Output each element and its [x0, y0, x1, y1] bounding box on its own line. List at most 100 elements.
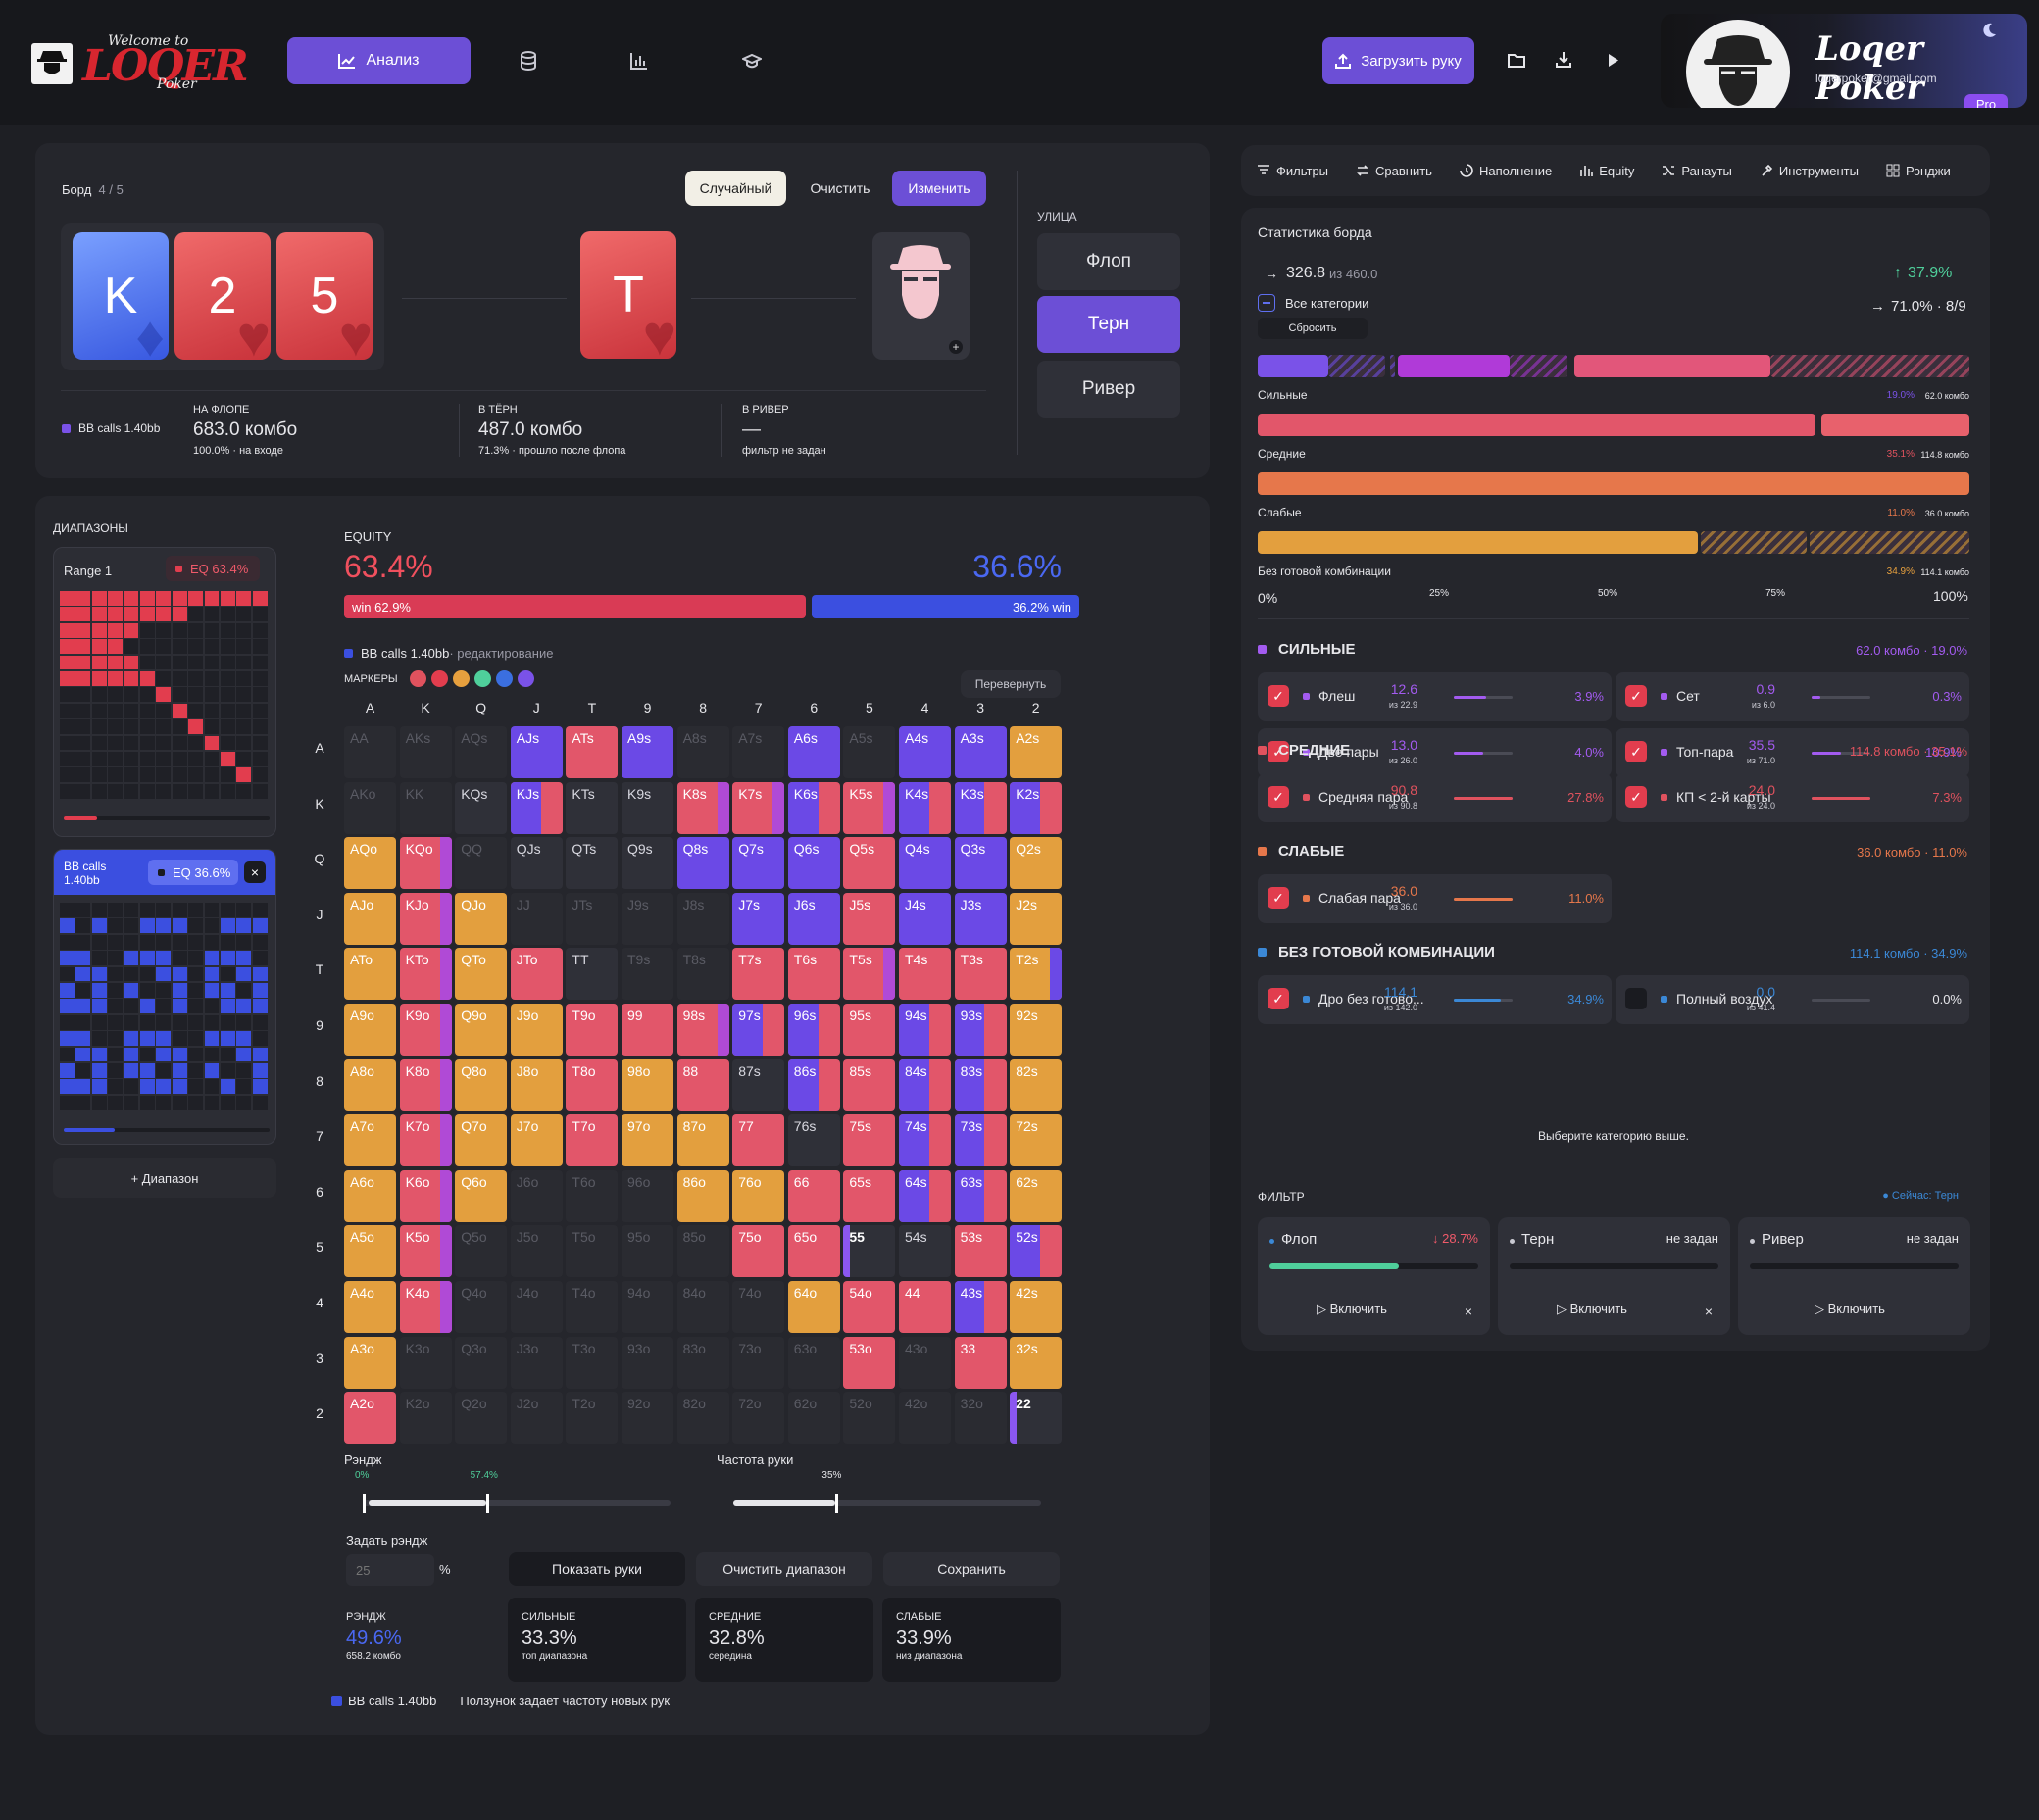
- stat-bar-segment[interactable]: [1258, 355, 1328, 377]
- hand-cell[interactable]: T7s: [732, 948, 785, 1001]
- hand-cell[interactable]: QJo: [455, 892, 508, 945]
- clear-board-button[interactable]: Очистить: [810, 180, 870, 196]
- stat-bar-segment[interactable]: [1390, 355, 1395, 377]
- hand-cell[interactable]: 84s: [899, 1058, 951, 1111]
- hand-cell[interactable]: T7o: [566, 1114, 619, 1167]
- hand-cell[interactable]: K9s: [622, 781, 673, 834]
- hand-cell[interactable]: K4s: [899, 781, 951, 834]
- checkbox-checked-icon[interactable]: ✓: [1268, 988, 1289, 1009]
- hand-cell[interactable]: 98o: [622, 1058, 673, 1111]
- hand-cell[interactable]: KJo: [399, 892, 452, 945]
- hand-cell[interactable]: 92o: [622, 1392, 673, 1445]
- hand-cell[interactable]: A8o: [344, 1058, 396, 1111]
- filter-enable-button[interactable]: ▷ Включить: [1317, 1302, 1387, 1316]
- hand-cell[interactable]: AA: [344, 726, 396, 778]
- hand-cell[interactable]: JJ: [510, 892, 563, 945]
- right-tab-filter[interactable]: Фильтры: [1257, 145, 1328, 196]
- river-slot[interactable]: +: [872, 232, 970, 360]
- nav-tab-analysis[interactable]: Анализ: [287, 37, 471, 84]
- category-header[interactable]: СЛАБЫЕ: [1258, 843, 1344, 860]
- hand-cell[interactable]: 93s: [954, 1004, 1007, 1056]
- hand-cell[interactable]: K2s: [1010, 781, 1063, 834]
- hand-cell[interactable]: Q9s: [622, 837, 673, 890]
- board-card-2[interactable]: 2 ♥: [174, 232, 271, 360]
- hand-cell[interactable]: 52s: [1010, 1225, 1063, 1278]
- hand-cell[interactable]: J3s: [954, 892, 1007, 945]
- hand-cell[interactable]: T9o: [566, 1004, 619, 1056]
- hand-cell[interactable]: 63o: [787, 1336, 840, 1389]
- hand-cell[interactable]: 77: [732, 1114, 785, 1167]
- hand-cell[interactable]: ATo: [344, 948, 396, 1001]
- hand-cell[interactable]: 32o: [954, 1392, 1007, 1445]
- hand-cell[interactable]: QTo: [455, 948, 508, 1001]
- checkbox-checked-icon[interactable]: ✓: [1268, 741, 1289, 762]
- hand-cell[interactable]: 74o: [732, 1281, 785, 1333]
- category-item[interactable]: ✓ Средняя пара 90.8 из 90.8 27.8%: [1258, 773, 1612, 822]
- hand-cell[interactable]: 62s: [1010, 1169, 1063, 1222]
- hand-cell[interactable]: Q6o: [455, 1169, 508, 1222]
- hand-cell[interactable]: A6o: [344, 1169, 396, 1222]
- close-range-icon[interactable]: ×: [244, 861, 266, 883]
- hand-cell[interactable]: 93o: [622, 1336, 673, 1389]
- hand-cell[interactable]: 33: [954, 1336, 1007, 1389]
- category-item[interactable]: ✓ Топ-пара 35.5 из 71.0 10.9%: [1616, 728, 1969, 777]
- play-icon[interactable]: [1608, 53, 1619, 68]
- hand-cell[interactable]: 62o: [787, 1392, 840, 1445]
- folder-icon[interactable]: [1508, 53, 1525, 68]
- hand-cell[interactable]: 85s: [843, 1058, 896, 1111]
- hand-cell[interactable]: T2s: [1010, 948, 1063, 1001]
- hand-cell[interactable]: 72s: [1010, 1114, 1063, 1167]
- right-tab-tools[interactable]: Инструменты: [1760, 145, 1859, 196]
- hand-cell[interactable]: QJs: [510, 837, 563, 890]
- street-turn-button[interactable]: Терн: [1037, 296, 1180, 353]
- hand-cell[interactable]: 73s: [954, 1114, 1007, 1167]
- hand-cell[interactable]: J2o: [510, 1392, 563, 1445]
- checkbox-checked-icon[interactable]: ✓: [1625, 685, 1647, 707]
- hand-cell[interactable]: J8s: [676, 892, 729, 945]
- hand-cell[interactable]: A9s: [622, 726, 673, 778]
- freq-slider[interactable]: [733, 1494, 1041, 1513]
- hand-cell[interactable]: Q8o: [455, 1058, 508, 1111]
- hand-cell[interactable]: Q7s: [732, 837, 785, 890]
- hand-cell[interactable]: 74s: [899, 1114, 951, 1167]
- slider-handle[interactable]: [835, 1494, 839, 1513]
- right-tab-shuffle[interactable]: Ранауты: [1662, 145, 1732, 196]
- stat-bar-segment[interactable]: [1258, 414, 1815, 436]
- slider-handle-end[interactable]: [485, 1494, 489, 1513]
- hand-cell[interactable]: J7o: [510, 1114, 563, 1167]
- right-tab-equity-bars[interactable]: Equity: [1579, 145, 1634, 196]
- hand-cell[interactable]: Q3o: [455, 1336, 508, 1389]
- hand-cell[interactable]: 44: [899, 1281, 951, 1333]
- upload-hand-button[interactable]: Загрузить руку: [1322, 37, 1474, 84]
- hand-cell[interactable]: KTo: [399, 948, 452, 1001]
- hand-cell[interactable]: K7o: [399, 1114, 452, 1167]
- hand-cell[interactable]: A4s: [899, 726, 951, 778]
- hand-cell[interactable]: T4s: [899, 948, 951, 1001]
- save-range-button[interactable]: Сохранить: [883, 1552, 1060, 1586]
- category-item[interactable]: ✓ Дро без готово... 114.1 из 142.0 34.9%: [1258, 975, 1612, 1024]
- stat-bar-segment[interactable]: [1398, 355, 1510, 377]
- hand-cell[interactable]: J5s: [843, 892, 896, 945]
- hand-cell[interactable]: Q3s: [954, 837, 1007, 890]
- hand-cell[interactable]: T3s: [954, 948, 1007, 1001]
- turn-card[interactable]: T ♥: [580, 231, 676, 359]
- category-item[interactable]: ✓ Слабая пара 36.0 из 36.0 11.0%: [1258, 874, 1612, 923]
- hand-cell[interactable]: 72o: [732, 1392, 785, 1445]
- category-header[interactable]: БЕЗ ГОТОВОЙ КОМБИНАЦИИ: [1258, 944, 1495, 960]
- hand-cell[interactable]: 63s: [954, 1169, 1007, 1222]
- hand-cell[interactable]: 94o: [622, 1281, 673, 1333]
- hand-cell[interactable]: T4o: [566, 1281, 619, 1333]
- stat-bar-segment[interactable]: [1258, 472, 1969, 495]
- hand-cell[interactable]: Q5s: [843, 837, 896, 890]
- hand-cell[interactable]: 75o: [732, 1225, 785, 1278]
- hand-cell[interactable]: T8s: [676, 948, 729, 1001]
- hand-cell[interactable]: A6s: [787, 726, 840, 778]
- nav-tab-database[interactable]: [487, 37, 570, 84]
- hand-cell[interactable]: A8s: [676, 726, 729, 778]
- filter-enable-button[interactable]: ▷ Включить: [1557, 1302, 1627, 1316]
- hand-cell[interactable]: AJo: [344, 892, 396, 945]
- stat-bar-segment[interactable]: [1701, 531, 1807, 554]
- hand-cell[interactable]: 99: [622, 1004, 673, 1056]
- category-header[interactable]: СРЕДНИЕ: [1258, 742, 1350, 759]
- hand-cell[interactable]: J8o: [510, 1058, 563, 1111]
